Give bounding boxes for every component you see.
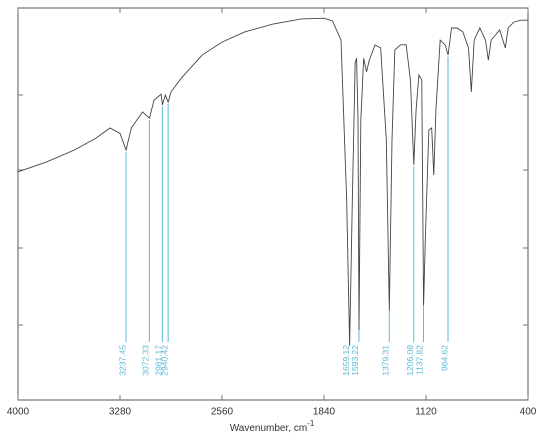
peak-label: 2981.17: [154, 345, 164, 376]
x-tick-label: 3280: [109, 407, 132, 418]
peak-label: 1206.08: [405, 345, 415, 376]
peak-label: 3072.33: [141, 345, 151, 376]
x-axis-label: Wavenumber, cm-1: [230, 419, 315, 434]
x-tick-label: 2560: [211, 407, 234, 418]
peak-label: 2940.42: [159, 345, 169, 376]
peak-label: 1137.82: [415, 345, 425, 375]
x-tick-label: 1120: [415, 407, 437, 418]
x-tick-label: 1840: [313, 407, 336, 418]
frame-ticks: [18, 94, 528, 326]
x-axis-label-text: Wavenumber, cm: [230, 423, 307, 434]
x-tick-label: 400: [520, 407, 537, 418]
spectrum-line: [17, 17, 528, 346]
peak-label: 1593.22: [350, 345, 360, 376]
peak-label: 3237.45: [117, 345, 127, 376]
peak-label: 1659.12: [341, 345, 351, 376]
x-axis-label-sup: -1: [307, 419, 315, 428]
plot-frame: [17, 7, 529, 401]
x-tick-label: 4000: [7, 407, 30, 418]
peak-label: 1379.31: [381, 345, 391, 376]
peak-label: 964.62: [439, 345, 449, 371]
